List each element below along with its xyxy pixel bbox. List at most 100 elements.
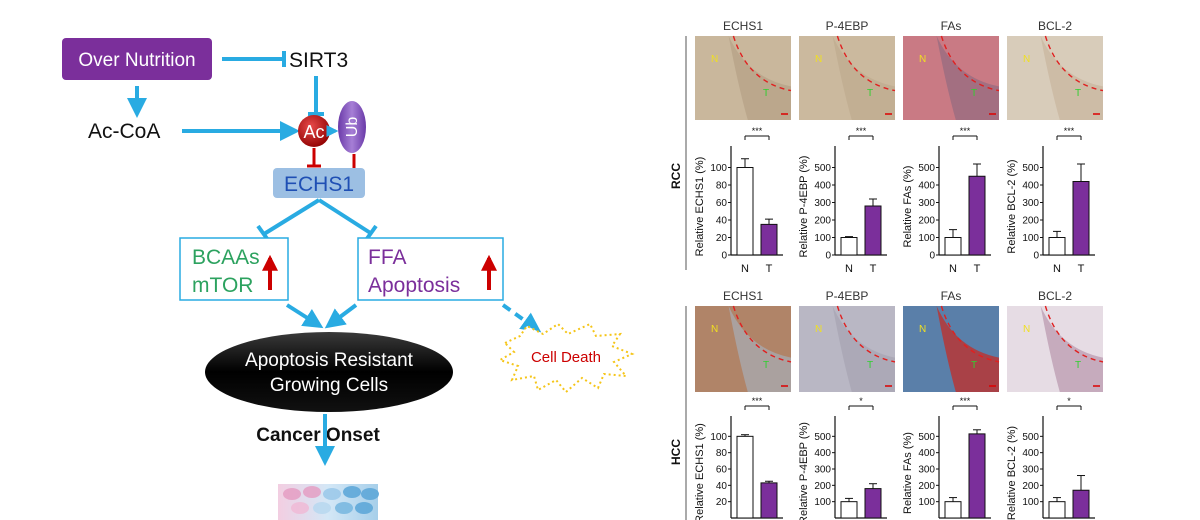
x-tick-label: N xyxy=(741,263,749,275)
y-tick-label: 200 xyxy=(1022,216,1039,227)
bar-n xyxy=(840,237,858,256)
bar-n xyxy=(944,501,962,519)
tumor-boundary xyxy=(940,35,1000,92)
y-tick-label: 100 xyxy=(1022,233,1039,244)
y-tick-label: 0 xyxy=(721,251,727,262)
echs1-branch-right xyxy=(317,198,374,236)
y-tick-label: 400 xyxy=(918,448,935,459)
arrow-ffa-growing xyxy=(324,303,358,329)
tissue-region xyxy=(728,306,791,392)
y-axis-label: Relative BCL-2 (%) xyxy=(1006,159,1018,253)
y-tick-label: 40 xyxy=(716,481,728,492)
y-tick-label: 0 xyxy=(1033,251,1039,262)
region-label-t: T xyxy=(1075,88,1081,99)
bar-n xyxy=(736,435,754,519)
region-label-t: T xyxy=(971,88,977,99)
signif-label: * xyxy=(1067,396,1071,406)
signif-label: *** xyxy=(960,396,971,406)
region-label-t: T xyxy=(867,360,873,371)
cell-death-label: Cell Death xyxy=(531,349,601,366)
y-tick-label: 200 xyxy=(918,216,935,227)
y-axis-label: Relative FAs (%) xyxy=(902,166,914,248)
y-tick-label: 0 xyxy=(929,251,935,262)
region-label-n: N xyxy=(815,324,822,335)
y-tick-label: 100 xyxy=(918,497,935,508)
bar-t xyxy=(760,223,778,256)
histology-image: NT xyxy=(695,305,792,392)
bar-t xyxy=(1072,489,1090,519)
ub-ellipse xyxy=(338,101,366,153)
mtor-label: mTOR xyxy=(192,274,253,297)
y-tick-label: 100 xyxy=(1022,497,1039,508)
growing-cells-ellipse xyxy=(205,332,453,412)
over-nutrition-box xyxy=(62,38,212,80)
y-tick-label: 500 xyxy=(918,163,935,174)
arrow-ffa-celldeath xyxy=(501,303,542,333)
tissue-region xyxy=(936,306,999,392)
y-axis-label: Relative ECHS1 (%) xyxy=(694,423,706,520)
marker-title-bcl-2: BCL-2 xyxy=(1038,19,1072,33)
region-label-t: T xyxy=(763,360,769,371)
x-tick-label: T xyxy=(1078,263,1085,275)
bar-chart-rcc-p-4ebp: 0 100 200 300 400 500 Relative P-4EBP (%) N T *** xyxy=(798,126,887,275)
histology-image: NT xyxy=(799,305,896,392)
marker-title-bcl-2: BCL-2 xyxy=(1038,289,1072,303)
bar-chart-rcc-fas: 0 100 200 300 400 500 Relative FAs (%) N T *** xyxy=(902,126,991,275)
pathway-diagram: Over Nutrition SIRT3 Ac-CoA Ac Ub ECHS1 xyxy=(62,38,635,520)
x-tick-label: T xyxy=(870,263,877,275)
bar-n xyxy=(944,237,962,256)
y-tick-label: 0 xyxy=(825,251,831,262)
y-tick-label: 40 xyxy=(716,216,728,227)
echs1-branch-left xyxy=(262,198,321,236)
signif-label: *** xyxy=(856,126,867,136)
y-tick-label: 500 xyxy=(918,432,935,443)
y-tick-label: 200 xyxy=(814,216,831,227)
region-label-t: T xyxy=(1075,360,1081,371)
region-label-n: N xyxy=(711,54,718,65)
tumor-boundary xyxy=(732,35,792,92)
y-tick-label: 300 xyxy=(918,465,935,476)
ffa-label: FFA xyxy=(368,246,407,269)
ac-coa-label: Ac-CoA xyxy=(88,120,160,143)
marker-title-fas: FAs xyxy=(941,289,962,303)
x-tick-label: T xyxy=(766,263,773,275)
tissue-region xyxy=(1040,36,1103,120)
y-tick-label: 100 xyxy=(814,233,831,244)
tumor-boundary xyxy=(1044,35,1104,92)
bar-n xyxy=(736,167,754,256)
y-tick-label: 80 xyxy=(716,448,728,459)
y-tick-label: 20 xyxy=(716,233,728,244)
y-tick-label: 200 xyxy=(1022,481,1039,492)
ub-label: Ub xyxy=(344,117,361,138)
sirt3-label: SIRT3 xyxy=(289,49,348,72)
y-axis-label: Relative BCL-2 (%) xyxy=(1006,426,1018,520)
bar-t xyxy=(968,433,986,519)
bar-chart-hcc-fas: 100 200 300 400 500 Relative FAs (%) *** xyxy=(902,396,991,519)
bar-chart-hcc-echs1: 20 40 60 80 100 Relative ECHS1 (%) *** xyxy=(694,396,783,520)
bar-chart-rcc-bcl-2: 0 100 200 300 400 500 Relative BCL-2 (%) N T *** xyxy=(1006,126,1095,275)
region-label-n: N xyxy=(919,324,926,335)
y-tick-label: 100 xyxy=(814,497,831,508)
cell-death-burst xyxy=(497,322,635,394)
y-tick-label: 400 xyxy=(1022,181,1039,192)
region-label-n: N xyxy=(1023,324,1030,335)
arrow-bcaas-growing xyxy=(285,303,324,329)
signif-label: *** xyxy=(752,396,763,406)
apoptosis-label: Apoptosis xyxy=(368,274,460,297)
echs1-box xyxy=(273,168,365,198)
marker-title-p-4ebp: P-4EBP xyxy=(826,19,869,33)
tissue-label-rcc: RCC xyxy=(669,163,683,189)
bar-t xyxy=(864,205,882,256)
signif-label: *** xyxy=(960,126,971,136)
histology-image: NT xyxy=(799,35,896,120)
y-tick-label: 80 xyxy=(716,181,728,192)
histology-image: NT xyxy=(1007,305,1104,392)
histology-image: NT xyxy=(903,35,1000,120)
y-tick-label: 300 xyxy=(814,465,831,476)
bcaas-label: BCAAs xyxy=(192,246,260,269)
region-label-n: N xyxy=(1023,54,1030,65)
tissue-region xyxy=(936,36,999,120)
y-tick-label: 20 xyxy=(716,497,728,508)
